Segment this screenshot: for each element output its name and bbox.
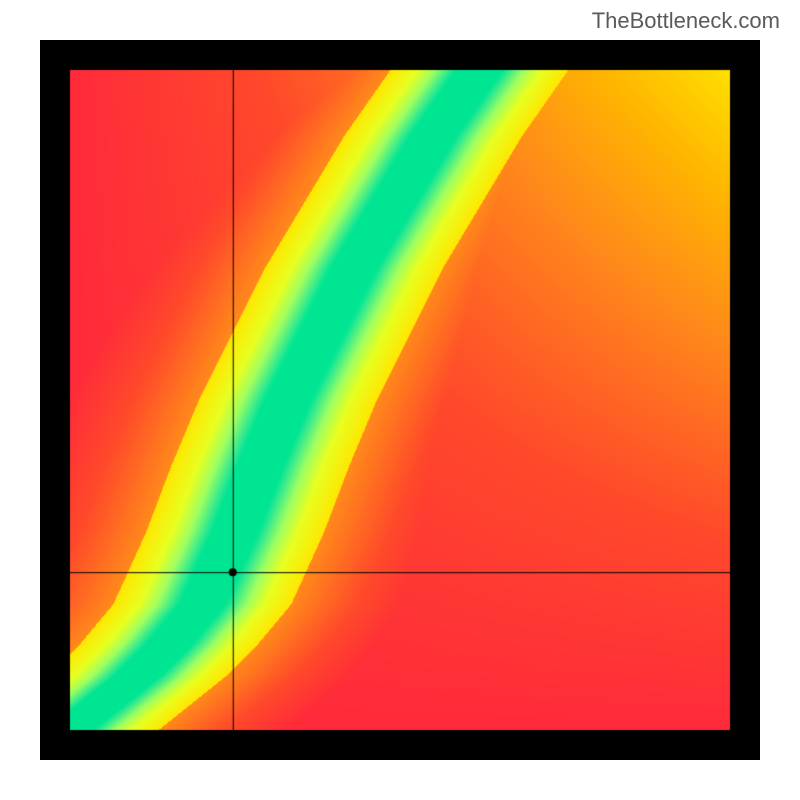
heatmap-canvas	[40, 40, 760, 760]
heatmap-frame	[40, 40, 760, 760]
watermark-text: TheBottleneck.com	[592, 8, 780, 34]
